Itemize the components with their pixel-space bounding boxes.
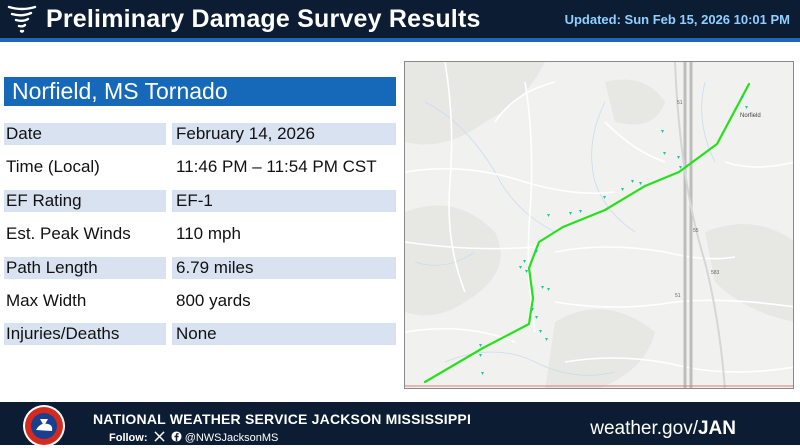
row-value: February 14, 2026 [172,123,396,145]
map-canvas: Norfield 51 55 583 51 [405,62,793,388]
town-label: Norfield [740,113,761,119]
table-row: Date February 14, 2026 [4,123,396,156]
row-value: EF-1 [172,189,396,212]
header-bar: Preliminary Damage Survey Results Update… [0,0,800,42]
damage-point-marker [479,344,482,347]
damage-point-marker [547,288,550,291]
row-label: Path Length [4,256,166,279]
table-row: Max Width 800 yards [4,290,396,323]
damage-point-marker [569,212,572,215]
damage-track-map[interactable]: Norfield 51 55 583 51 [404,61,794,389]
damage-point-marker [535,316,538,319]
table-row: Time (Local) 11:46 PM – 11:54 PM CST [4,156,396,189]
damage-point-marker [579,210,582,213]
table-row: Injuries/Deaths None [4,323,396,356]
tornado-icon [7,5,37,33]
footer-bar [0,402,800,445]
row-value: 11:46 PM – 11:54 PM CST [176,157,377,177]
damage-point-marker [541,286,544,289]
damage-point-marker [531,308,534,311]
row-value: 6.79 miles [172,256,396,279]
damage-point-marker [519,266,522,269]
damage-point-marker [631,180,634,183]
highways [674,62,726,388]
office-name: NATIONAL WEATHER SERVICE JACKSON MISSISS… [93,411,472,427]
highway-label: 55 [693,228,699,234]
table-row: Path Length 6.79 miles [4,256,396,290]
damage-point-marker [639,182,642,185]
header-divider [0,38,800,42]
damage-point-marker [679,166,682,169]
website-link[interactable]: weather.gov/JAN [590,418,736,440]
row-label: EF Rating [4,189,166,212]
damage-point-marker [663,152,666,155]
damage-point-marker [545,338,548,341]
updated-timestamp: Updated: Sun Feb 15, 2026 10:01 PM [564,12,790,27]
damage-point-marker [525,270,528,273]
row-label: Date [4,123,166,145]
damage-point-marker [603,196,606,199]
damage-point-marker [661,130,664,133]
damage-point-marker [547,214,550,217]
tornado-track-line [423,82,751,384]
url-office: JAN [697,418,736,439]
row-value: 800 yards [176,290,251,310]
nws-logo [23,405,65,447]
row-label: Max Width [6,290,87,310]
highway-label: 583 [711,270,720,276]
x-icon[interactable] [153,431,165,442]
damage-point-marker [481,372,484,375]
row-label: Injuries/Deaths [4,323,166,346]
table-row: Est. Peak Winds 110 mph [4,223,396,256]
damage-point-marker [745,106,748,109]
url-prefix: weather.gov/ [590,418,698,439]
roads [405,62,793,373]
damage-point-marker [621,188,624,191]
facebook-icon[interactable] [171,431,182,442]
social-follow: Follow: @NWSJacksonMS [109,431,278,444]
tornado-name-banner: Norfield, MS Tornado [4,77,396,106]
damage-points [479,96,748,375]
damage-point-marker [539,330,542,333]
terrain-shading [405,62,793,388]
row-label: Est. Peak Winds [6,224,131,244]
page-title: Preliminary Damage Survey Results [46,5,481,33]
follow-label: Follow: [109,432,148,444]
highway-label: 51 [677,100,683,106]
damage-point-marker [741,96,744,99]
row-label: Time (Local) [6,157,100,177]
damage-point-marker [677,156,680,159]
table-row: EF Rating EF-1 [4,189,396,223]
survey-details-table: Date February 14, 2026 Time (Local) 11:4… [4,123,396,357]
social-handle[interactable]: @NWSJacksonMS [184,432,279,444]
damage-point-marker [479,354,482,357]
damage-point-marker [535,250,538,253]
highway-label: 51 [675,293,681,299]
row-value: None [172,323,396,346]
damage-point-marker [523,260,526,263]
row-value: 110 mph [176,224,241,244]
